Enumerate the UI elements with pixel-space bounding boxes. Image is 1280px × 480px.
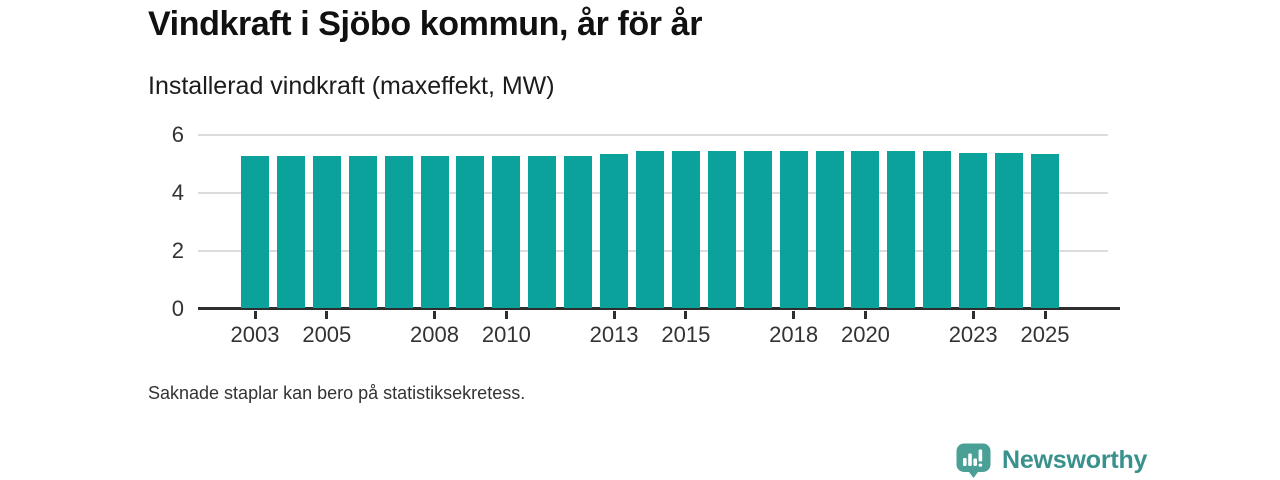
y-tick-label: 2 [171,238,184,263]
x-tick-mark [792,311,796,319]
x-tick-label: 2003 [230,322,280,347]
x-tick-mark [253,311,257,319]
y-tick-label: 4 [171,180,184,205]
bar-2012 [564,155,593,308]
bar-2005 [312,155,341,308]
x-tick-mark [684,311,688,319]
x-tick-label: 2008 [410,322,459,347]
bar-2008 [420,155,449,308]
x-tick-mark [971,311,975,319]
bar-2025 [1031,154,1059,308]
y-tick-label: 6 [171,122,184,147]
bar-2009 [456,155,485,308]
bar-2016 [707,151,736,308]
gridline-y6 [198,134,1108,136]
x-tick-label: 2018 [769,322,819,347]
bar-2017 [743,151,772,308]
bar-2010 [492,155,521,308]
x-tick-mark [433,311,437,319]
plot-area: 0 2 4 6 2003 2005 2008 2010 2013 2015 2018 2020 2023… [172,122,1120,347]
bar-2003 [241,155,269,308]
x-tick-label: 2013 [589,322,639,347]
x-tick-label: 2023 [948,322,998,347]
x-tick-label: 2005 [302,322,352,347]
bar-2024 [995,152,1024,308]
x-tick-label: 2010 [481,322,531,347]
bar-2018 [779,151,808,308]
bar-2022 [923,151,952,308]
newsworthy-logo: Newsworthy [955,442,1147,479]
y-tick-label: 0 [171,296,184,321]
bar-2015 [671,151,700,308]
x-tick-mark [504,311,508,319]
bar-2011 [528,155,557,308]
x-tick-label: 2020 [840,322,890,347]
bar-2023 [959,152,988,308]
x-tick-mark [863,311,867,319]
chart-subtitle: Installerad vindkraft (maxeffekt, MW) [148,72,555,100]
bar-2013 [600,154,629,308]
bar-2019 [815,151,844,308]
newsworthy-bar-chart-bubble-icon [956,443,991,478]
x-axis-line [198,307,1120,310]
chart-title: Vindkraft i Sjöbo kommun, år för år [148,5,703,43]
bar-2004 [276,155,305,308]
bar-2014 [636,151,664,308]
bar-2021 [887,151,916,308]
x-tick-label: 2025 [1020,322,1070,347]
x-tick-mark [1043,311,1047,319]
bar-2006 [348,155,377,308]
bar-2007 [384,155,413,308]
x-tick-mark [325,311,329,319]
newsworthy-wordmark: Newsworthy [1002,446,1148,474]
x-tick-mark [612,311,616,319]
footnote: Saknade staplar kan bero på statistiksek… [148,383,526,403]
bar-2020 [851,151,880,308]
x-tick-label: 2015 [661,322,711,347]
